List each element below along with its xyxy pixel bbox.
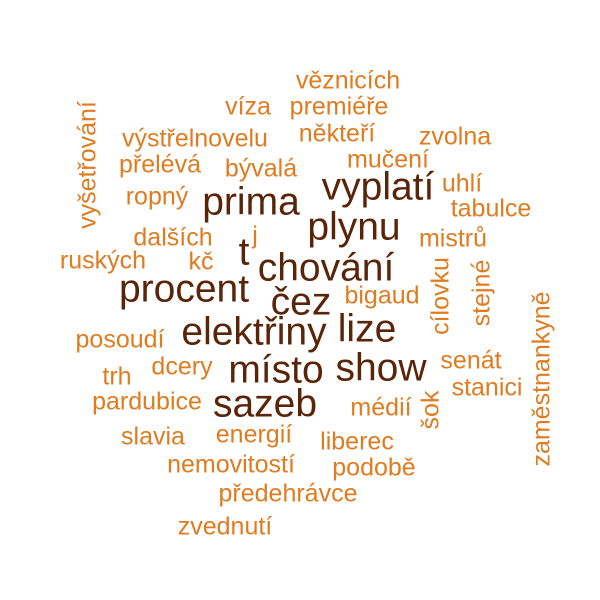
word-prima: prima (202, 180, 300, 224)
word-vysetrovani: vyšetřování (73, 101, 102, 229)
word-bigaud: bigaud (344, 281, 420, 310)
word-energii: energií (215, 420, 293, 449)
word-ruskych: ruských (59, 246, 147, 275)
word-zvolna: zvolna (418, 122, 492, 151)
word-liberec: liberec (320, 427, 394, 456)
word-kc: kč (188, 247, 214, 276)
word-plynu: plynu (307, 205, 401, 249)
word-elektriny: elektřiny (181, 310, 327, 354)
word-dalsich: dalších (133, 223, 213, 252)
word-viza: víza (225, 92, 271, 121)
word-muceni: mučení (347, 145, 429, 174)
word-j: j (252, 221, 258, 250)
word-uhli: uhlí (441, 169, 483, 198)
word-vyplati: vyplatí (321, 165, 435, 209)
word-sazeb: sazeb (212, 382, 318, 426)
word-predehravce: předehrávce (218, 479, 358, 508)
word-ropny: ropný (125, 182, 189, 211)
word-senat: senát (440, 346, 502, 375)
word-podobe: podobě (332, 453, 416, 482)
word-sok: šok (416, 390, 445, 430)
word-nekteri: někteří (298, 119, 376, 148)
word-posoudi: posoudí (75, 325, 165, 354)
word-t: t (238, 230, 250, 274)
word-dcery: dcery (151, 352, 213, 381)
word-trh: trh (102, 362, 132, 391)
word-slavia: slavia (121, 422, 185, 451)
word-nemovitosti: nemovitostí (167, 450, 295, 479)
word-pardubice: pardubice (92, 387, 202, 416)
word-cez: čez (270, 280, 332, 324)
word-medii: médií (350, 393, 412, 422)
word-stanici: stanici (451, 373, 523, 402)
word-preleva: přelévá (119, 150, 201, 179)
word-stejne: stejné (467, 259, 496, 327)
word-cilovku: cílovku (426, 257, 455, 335)
word-vystrelnovelu: výstřelnovelu (122, 124, 268, 153)
word-byvala: bývalá (224, 154, 298, 183)
word-zvednuti: zvednutí (177, 512, 273, 541)
word-veznicich: věznicích (295, 66, 401, 95)
word-lize: lize (337, 307, 397, 351)
word-zamestnankyne: zaměstnankyně (527, 291, 556, 467)
word-chovani: chování (257, 246, 395, 290)
word-mistru: mistrů (418, 224, 488, 253)
word-premiere: premiéře (289, 92, 389, 121)
word-misto: místo (228, 348, 324, 392)
word-show: show (335, 346, 427, 390)
word-procent: procent (118, 267, 250, 311)
word-tabulce: tabulce (450, 194, 532, 223)
